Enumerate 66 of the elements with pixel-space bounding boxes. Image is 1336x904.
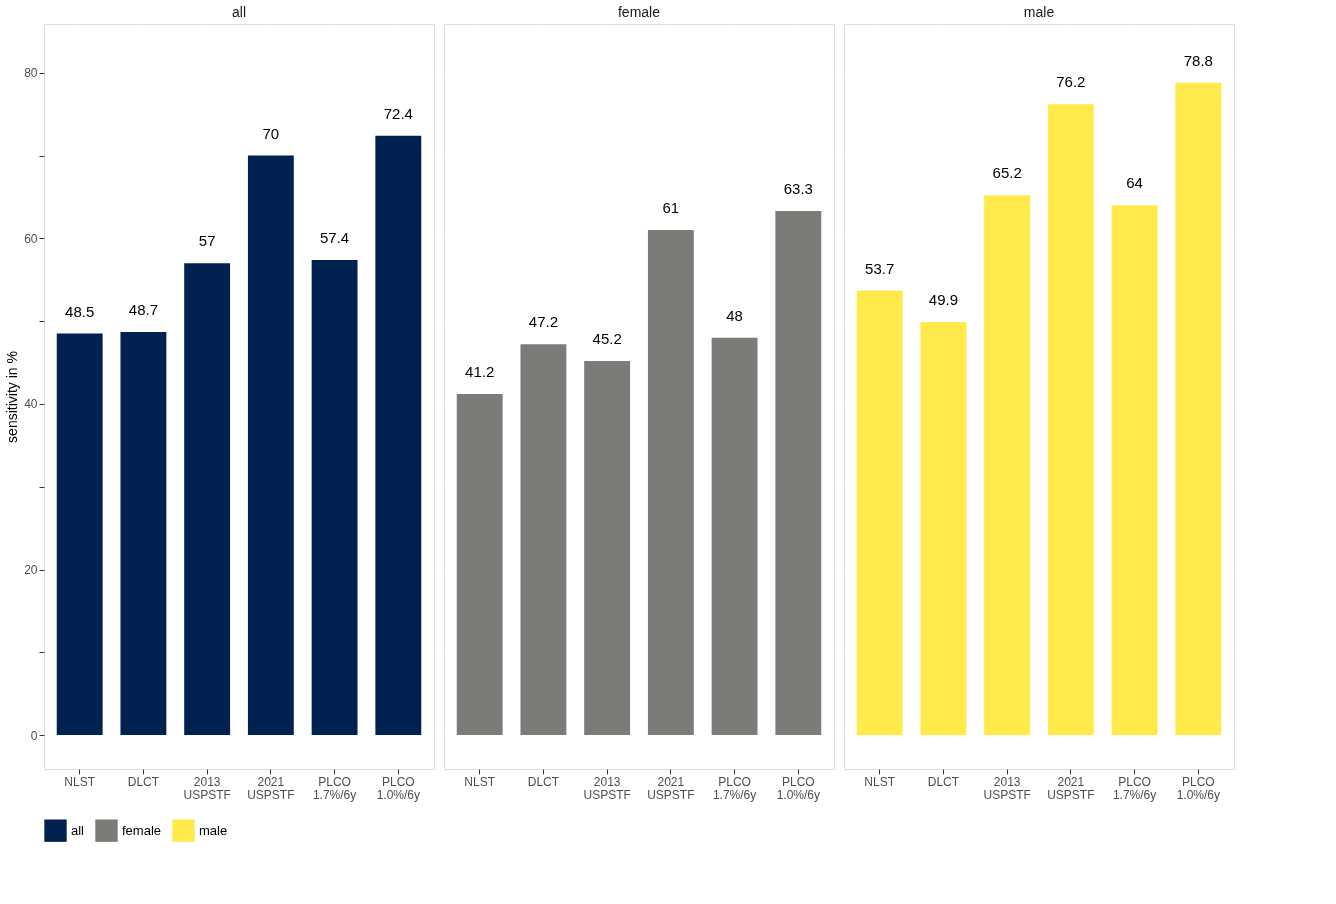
x-tick-label: PLCO 1.7%/6y xyxy=(312,774,357,802)
bar xyxy=(311,259,358,736)
data-label: 63.3 xyxy=(783,180,813,198)
data-label: 78.8 xyxy=(1183,51,1213,69)
data-label: 41.2 xyxy=(465,363,495,381)
data-label: 70 xyxy=(262,124,280,142)
x-tick-label: PLCO 1.7%/6y xyxy=(712,774,757,802)
x-tick-label: PLCO 1.0%/6y xyxy=(1176,774,1220,802)
bar xyxy=(1047,104,1094,736)
bar xyxy=(984,195,1031,736)
bar xyxy=(375,135,422,736)
data-label: 61 xyxy=(662,199,680,217)
x-tick-label: NLST xyxy=(464,774,496,789)
bar xyxy=(856,290,903,736)
bar xyxy=(520,344,567,736)
data-label: 49.9 xyxy=(928,291,959,308)
y-tick-label: 40 xyxy=(24,397,38,412)
legend-label: male xyxy=(199,822,228,838)
bar xyxy=(647,230,694,736)
data-label: 48 xyxy=(726,306,743,324)
x-tick-label: 2013 USPSTF xyxy=(583,774,631,802)
x-tick-label: NLST xyxy=(864,774,896,789)
data-label: 57 xyxy=(198,232,216,250)
x-tick-label: 2021 USPSTF xyxy=(647,774,695,802)
x-tick-label: 2021 USPSTF xyxy=(1047,774,1095,802)
bar xyxy=(120,331,167,736)
y-tick-label: 80 xyxy=(24,66,38,81)
x-tick-label: NLST xyxy=(64,774,96,789)
x-tick-label: DLCT xyxy=(527,774,560,789)
bar xyxy=(584,360,631,736)
bar xyxy=(1175,82,1222,736)
legend-label: all xyxy=(71,822,85,838)
bar xyxy=(920,322,967,736)
chart-title: male xyxy=(1023,4,1055,20)
data-label: 76.2 xyxy=(1056,73,1086,91)
x-tick-label: PLCO 1.7%/6y xyxy=(1112,774,1157,802)
bar xyxy=(1111,205,1158,736)
x-tick-label: 2013 USPSTF xyxy=(983,774,1031,802)
y-tick-label: 60 xyxy=(24,231,38,246)
x-tick-label: DLCT xyxy=(127,774,160,789)
y-axis-title: sensitivity in % xyxy=(4,351,21,443)
y-tick-label: 20 xyxy=(24,563,38,578)
legend-label: female xyxy=(122,822,162,838)
data-label: 65.2 xyxy=(992,164,1022,182)
x-tick-label: DLCT xyxy=(927,774,960,789)
x-tick-label: 2021 USPSTF xyxy=(247,774,295,802)
y-tick-label: 0 xyxy=(30,728,38,743)
chart-title: female xyxy=(617,4,661,20)
bar xyxy=(184,263,231,736)
data-label: 47.2 xyxy=(528,313,559,331)
data-label: 48.7 xyxy=(128,300,159,318)
bar xyxy=(456,394,503,736)
bar xyxy=(247,155,294,736)
x-tick-label: PLCO 1.0%/6y xyxy=(776,774,820,802)
data-label: 53.7 xyxy=(865,259,895,277)
data-label: 64 xyxy=(1126,174,1143,192)
data-label: 72.4 xyxy=(383,104,413,122)
bar xyxy=(56,333,103,736)
data-label: 57.4 xyxy=(319,228,350,246)
bar xyxy=(775,211,822,736)
chart-title: all xyxy=(231,4,247,20)
data-label: 48.5 xyxy=(65,302,95,320)
bar xyxy=(711,337,758,736)
x-tick-label: PLCO 1.0%/6y xyxy=(376,774,420,802)
x-tick-label: 2013 USPSTF xyxy=(183,774,231,802)
data-label: 45.2 xyxy=(592,329,622,347)
